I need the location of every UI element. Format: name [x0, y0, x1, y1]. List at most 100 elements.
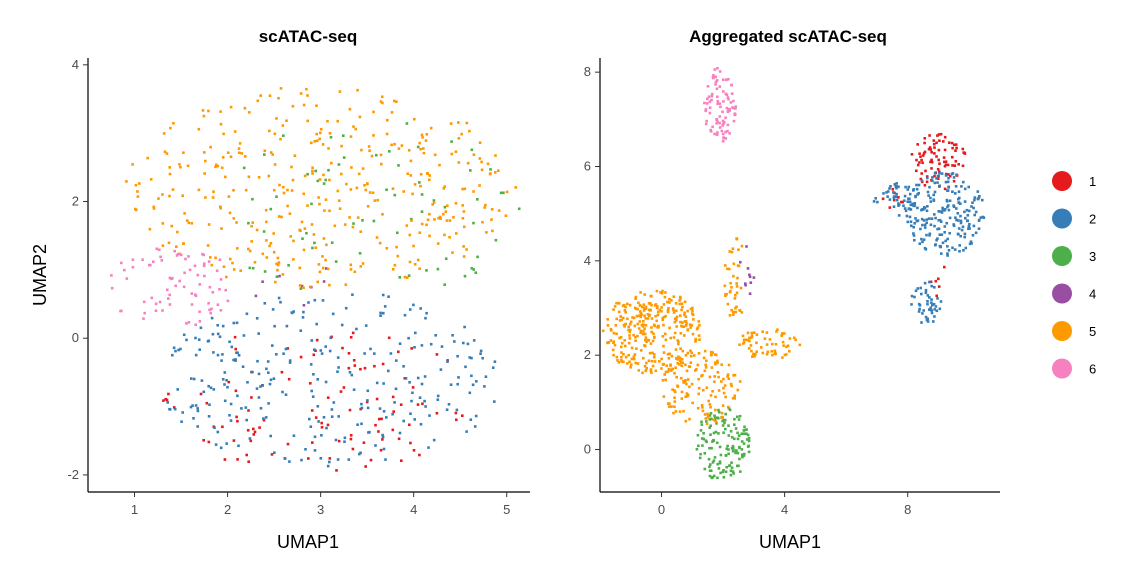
point-cluster-5 — [650, 330, 653, 334]
point-cluster-5 — [606, 324, 610, 327]
point-cluster-2 — [259, 385, 262, 388]
point-cluster-2 — [393, 401, 396, 404]
point-cluster-2 — [363, 352, 366, 355]
point-cluster-6 — [720, 129, 724, 133]
point-cluster-5 — [730, 384, 733, 388]
point-cluster-1 — [881, 197, 885, 201]
point-cluster-2 — [938, 233, 942, 236]
point-cluster-2 — [888, 187, 891, 190]
point-cluster-5 — [660, 306, 663, 309]
point-cluster-3 — [425, 269, 428, 272]
point-cluster-2 — [232, 358, 235, 362]
point-cluster-5 — [663, 373, 666, 376]
point-cluster-5 — [617, 310, 621, 314]
point-cluster-5 — [326, 119, 329, 123]
point-cluster-2 — [937, 210, 940, 213]
point-cluster-6 — [196, 273, 200, 277]
point-cluster-5 — [622, 323, 626, 327]
point-cluster-5 — [292, 239, 295, 243]
point-cluster-2 — [906, 188, 910, 191]
point-cluster-5 — [657, 310, 660, 314]
point-cluster-2 — [955, 173, 958, 176]
point-cluster-5 — [392, 268, 395, 271]
point-cluster-5 — [750, 331, 754, 335]
point-cluster-2 — [932, 302, 936, 306]
point-cluster-5 — [451, 251, 454, 254]
point-cluster-2 — [192, 417, 195, 420]
point-cluster-3 — [725, 447, 728, 451]
point-cluster-3 — [327, 168, 330, 172]
point-cluster-5 — [302, 248, 306, 252]
point-cluster-5 — [780, 334, 783, 337]
point-cluster-1 — [946, 163, 950, 167]
point-cluster-5 — [400, 144, 404, 147]
point-cluster-6 — [208, 308, 211, 312]
point-cluster-6 — [704, 109, 707, 113]
point-cluster-1 — [943, 160, 946, 164]
point-cluster-6 — [726, 129, 729, 133]
point-cluster-6 — [715, 133, 719, 137]
point-cluster-3 — [713, 417, 717, 420]
point-cluster-5 — [615, 355, 619, 359]
point-cluster-2 — [315, 322, 318, 326]
point-cluster-1 — [314, 416, 318, 419]
point-cluster-5 — [636, 362, 640, 365]
point-cluster-2 — [897, 214, 901, 217]
point-cluster-2 — [977, 227, 981, 230]
panel-right-points — [601, 67, 986, 480]
point-cluster-2 — [309, 425, 313, 428]
point-cluster-5 — [707, 399, 710, 403]
point-cluster-5 — [381, 95, 384, 99]
point-cluster-5 — [232, 189, 235, 192]
point-cluster-2 — [959, 202, 962, 205]
point-cluster-5 — [613, 305, 617, 308]
point-cluster-5 — [639, 329, 643, 333]
point-cluster-2 — [913, 295, 916, 299]
point-cluster-3 — [743, 452, 746, 456]
point-cluster-6 — [714, 83, 717, 86]
panel-right-x-label: UMAP1 — [759, 532, 821, 552]
point-cluster-5 — [376, 198, 379, 202]
point-cluster-5 — [691, 312, 694, 315]
point-cluster-1 — [373, 364, 376, 368]
point-cluster-5 — [698, 338, 701, 341]
point-cluster-5 — [136, 195, 140, 198]
point-cluster-5 — [673, 320, 677, 324]
point-cluster-1 — [253, 430, 257, 434]
point-cluster-2 — [952, 176, 956, 179]
point-cluster-5 — [276, 256, 280, 260]
point-cluster-2 — [284, 393, 288, 396]
point-cluster-2 — [914, 289, 918, 293]
point-cluster-5 — [677, 355, 680, 359]
point-cluster-1 — [391, 395, 395, 399]
point-cluster-2 — [317, 420, 320, 423]
point-cluster-2 — [385, 416, 388, 419]
point-cluster-5 — [683, 334, 686, 337]
legend-label-2: 2 — [1089, 212, 1096, 227]
point-cluster-5 — [172, 122, 175, 125]
point-cluster-3 — [708, 426, 711, 429]
point-cluster-5 — [269, 242, 273, 245]
point-cluster-5 — [705, 386, 709, 389]
point-cluster-5 — [673, 405, 676, 408]
point-cluster-5 — [186, 164, 190, 168]
point-cluster-5 — [631, 316, 634, 319]
point-cluster-6 — [729, 101, 733, 104]
point-cluster-2 — [469, 418, 473, 421]
point-cluster-2 — [320, 434, 323, 437]
point-cluster-1 — [364, 465, 367, 468]
point-cluster-5 — [706, 412, 709, 416]
point-cluster-5 — [639, 315, 642, 319]
point-cluster-6 — [142, 317, 145, 320]
point-cluster-5 — [671, 388, 674, 391]
point-cluster-5 — [773, 352, 777, 356]
point-cluster-5 — [638, 304, 642, 307]
point-cluster-5 — [229, 257, 232, 261]
point-cluster-5 — [303, 174, 307, 178]
point-cluster-5 — [679, 297, 682, 300]
point-cluster-5 — [612, 331, 616, 335]
point-cluster-2 — [244, 406, 248, 409]
point-cluster-5 — [731, 396, 735, 400]
point-cluster-5 — [680, 390, 684, 394]
point-cluster-1 — [919, 155, 922, 158]
